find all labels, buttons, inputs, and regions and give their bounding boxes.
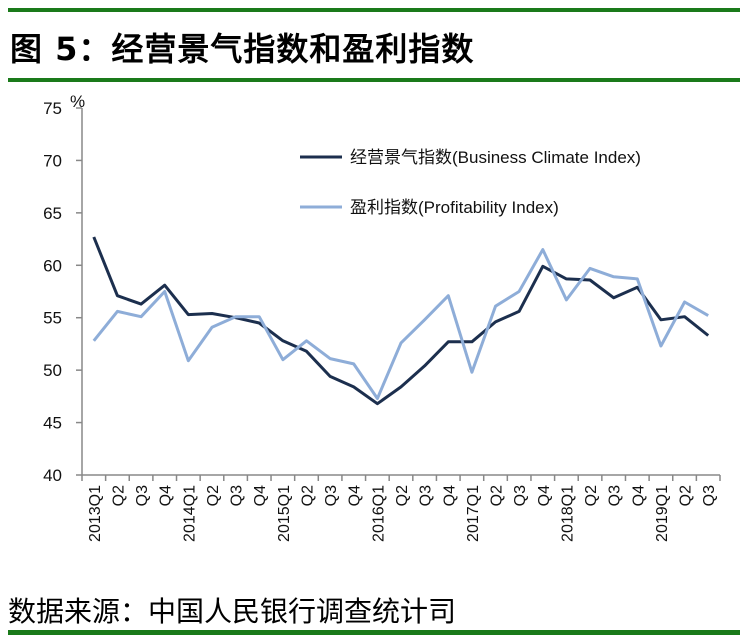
y-unit-label: % [70, 92, 85, 111]
x-tick-label: Q2 [678, 485, 695, 506]
top-rule [8, 8, 740, 12]
x-tick-label: 2017Q1 [465, 485, 482, 542]
bottom-rule [8, 630, 740, 635]
y-tick-label: 60 [43, 256, 62, 275]
x-tick-label: 2018Q1 [559, 485, 576, 542]
x-tick-label: Q3 [323, 485, 340, 506]
x-tick-label: Q2 [583, 485, 600, 506]
y-tick-label: 65 [43, 204, 62, 223]
x-tick-label: Q2 [489, 485, 506, 506]
x-tick-label: 2013Q1 [87, 485, 104, 542]
y-tick-label: 70 [43, 151, 62, 170]
legend-label: 盈利指数(Profitability Index) [350, 198, 559, 217]
x-tick-label: Q3 [134, 485, 151, 506]
x-tick-label: Q4 [630, 485, 647, 506]
x-tick-label: Q2 [299, 485, 316, 506]
x-tick-label: Q4 [158, 485, 175, 506]
x-tick-label: Q3 [512, 485, 529, 506]
source-note: 数据来源：中国人民银行调查统计司 [8, 595, 457, 628]
legend-label: 经营景气指数(Business Climate Index) [350, 148, 641, 167]
x-tick-label: Q4 [536, 485, 553, 506]
x-tick-label: Q2 [110, 485, 127, 506]
x-tick-label: Q4 [252, 485, 269, 506]
x-tick-label: Q4 [441, 485, 458, 506]
x-tick-label: 2019Q1 [654, 485, 671, 542]
x-tick-label: Q3 [229, 485, 246, 506]
x-tick-label: Q3 [701, 485, 718, 506]
title-rule [8, 78, 740, 82]
x-tick-label: 2015Q1 [276, 485, 293, 542]
y-tick-label: 75 [43, 99, 62, 118]
y-tick-label: 55 [43, 309, 62, 328]
y-tick-label: 50 [43, 361, 62, 380]
x-tick-label: 2014Q1 [181, 485, 198, 542]
x-tick-label: Q2 [205, 485, 222, 506]
x-tick-label: Q3 [418, 485, 435, 506]
y-tick-label: 45 [43, 414, 62, 433]
series-line-profitability [92, 248, 709, 400]
x-tick-label: Q2 [394, 485, 411, 506]
x-tick-label: 2016Q1 [370, 485, 387, 542]
x-tick-label: Q3 [607, 485, 624, 506]
x-tick-label: Q4 [347, 485, 364, 506]
figure-title: 图 5：经营景气指数和盈利指数 [10, 30, 475, 68]
series-line-business-climate [92, 236, 710, 406]
y-tick-label: 40 [43, 466, 62, 485]
